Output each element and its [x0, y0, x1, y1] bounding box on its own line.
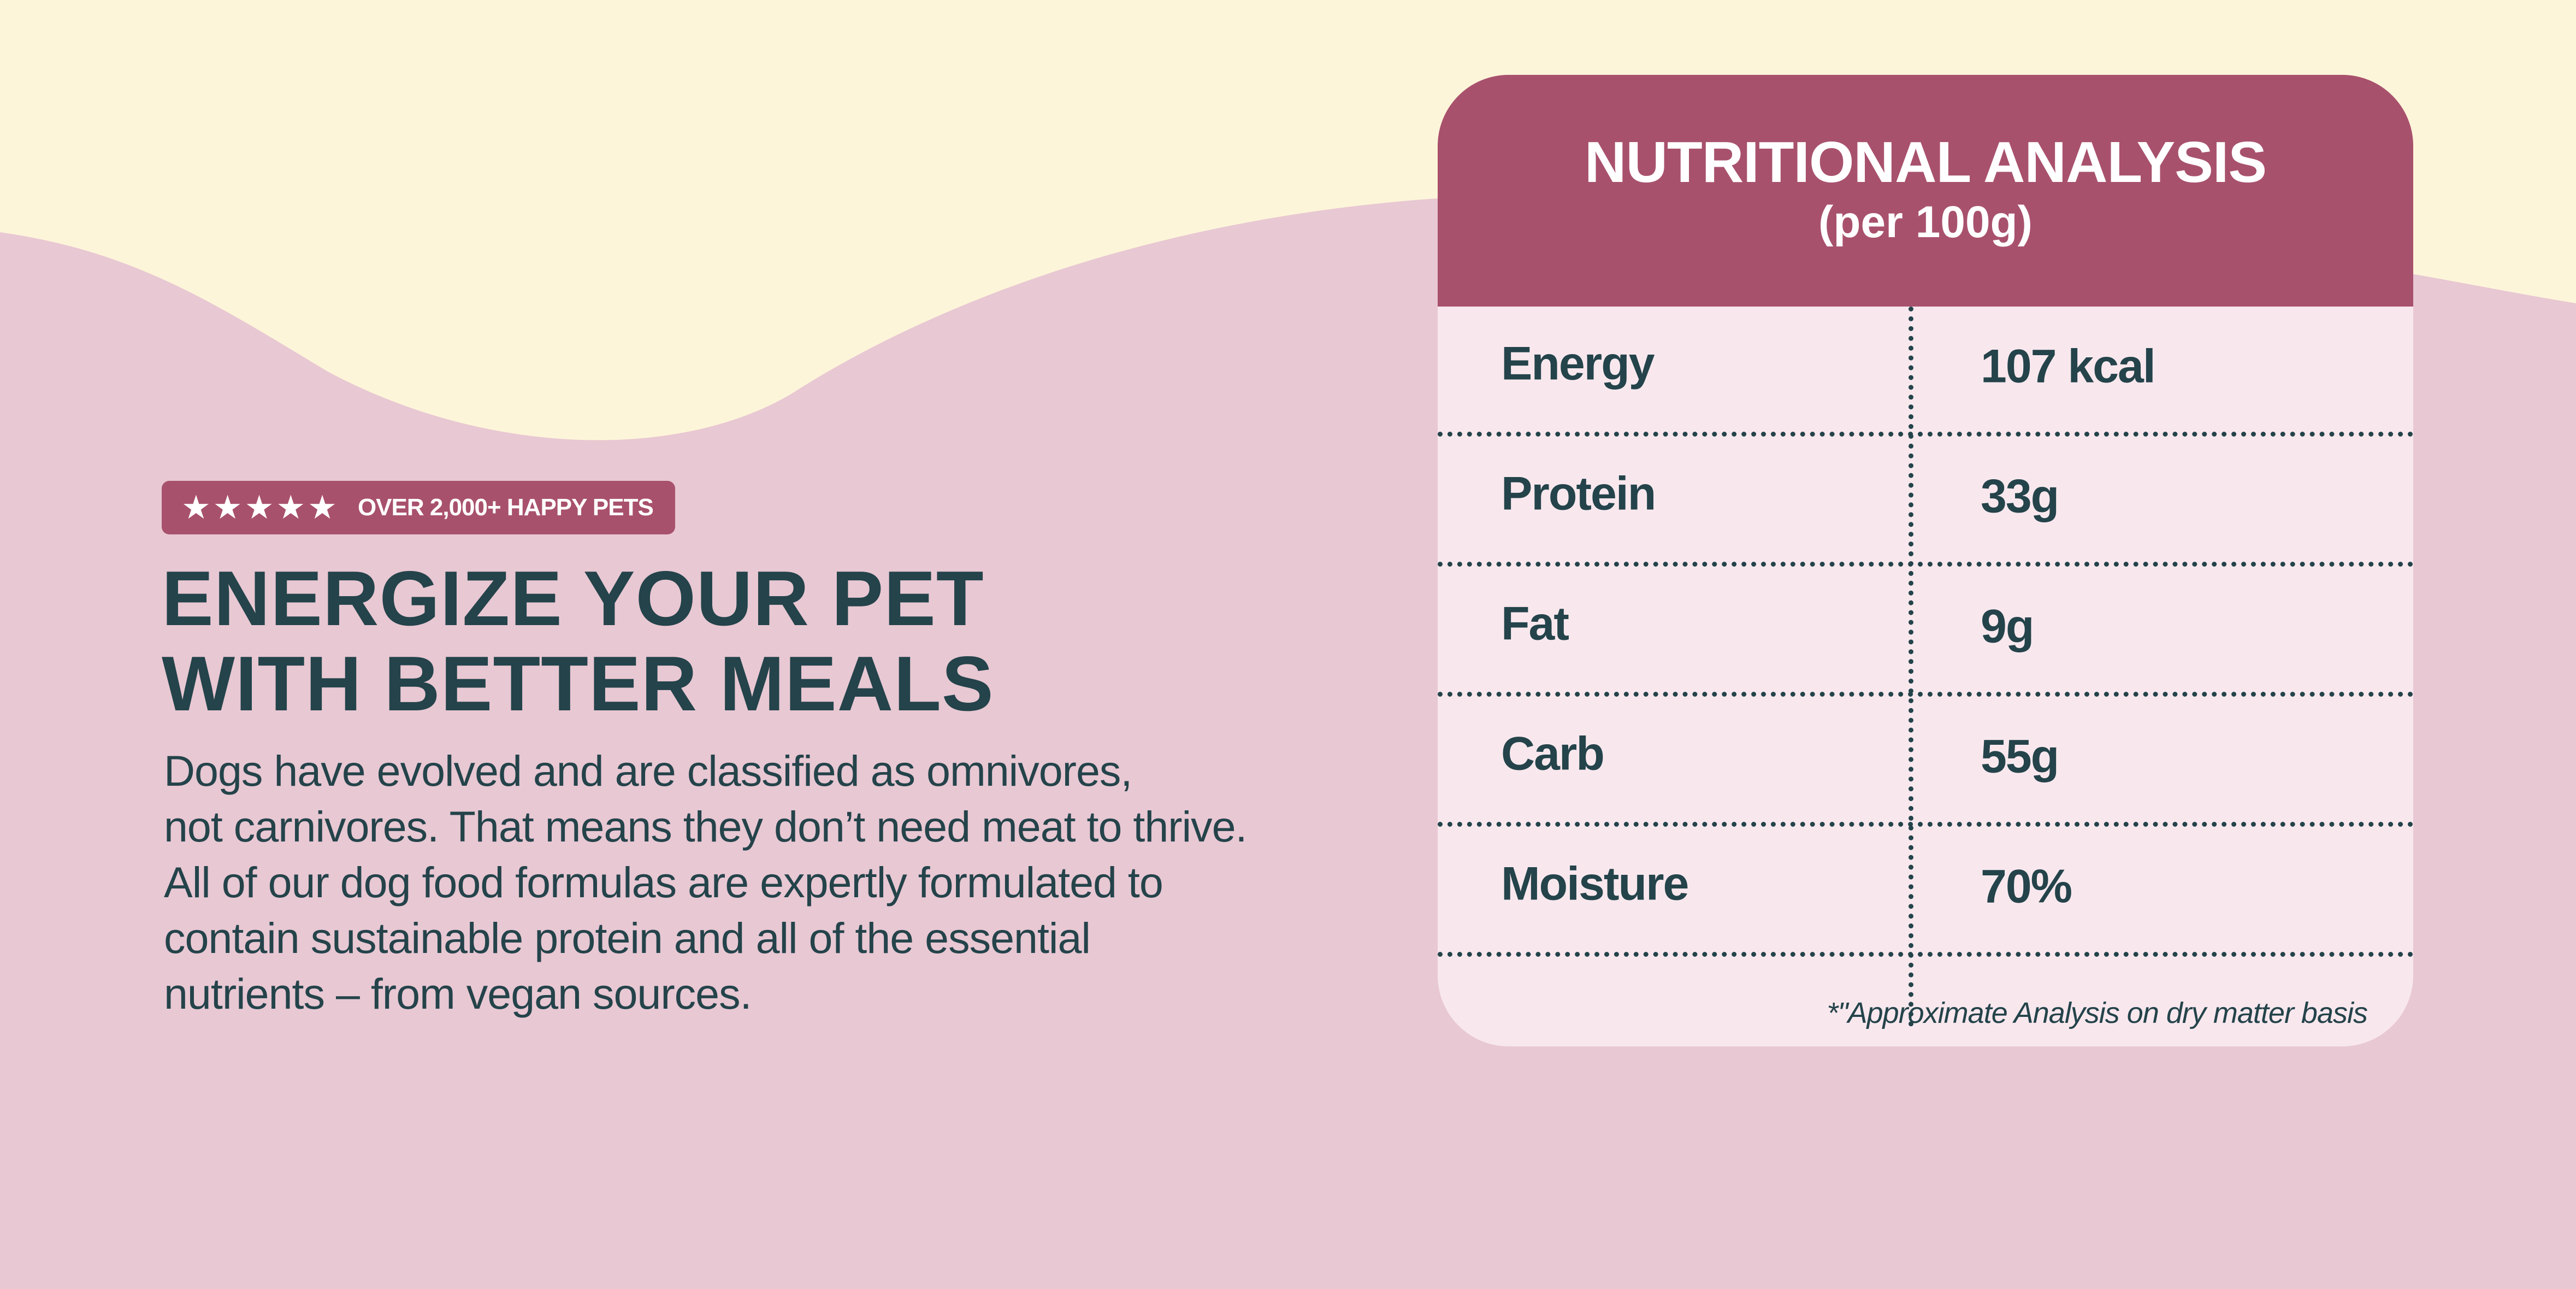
description: Dogs have evolved and are classified as … [164, 743, 1418, 1022]
nutrition-label: Protein [1501, 467, 1656, 520]
happy-pets-badge: ★★★★★ OVER 2,000+ HAPPY PETS [162, 481, 675, 534]
nutrition-row-energy: Energy 107 kcal [1438, 307, 2413, 437]
nutrition-value: 107 kcal [1981, 340, 2156, 393]
nutrition-row-fat: Fat 9g [1438, 567, 2413, 697]
headline-line-1: ENERGIZE YOUR PET [162, 555, 984, 642]
nutrition-row-protein: Protein 33g [1438, 437, 2413, 567]
column-divider [1909, 307, 1913, 1027]
rating-stars-icon: ★★★★★ [181, 489, 339, 526]
description-line-3: All of our dog food formulas are expertl… [164, 858, 1163, 907]
description-line-2: not carnivores. That means they don’t ne… [164, 802, 1248, 851]
description-line-1: Dogs have evolved and are classified as … [164, 746, 1132, 795]
description-line-4: contain sustainable protein and all of t… [164, 914, 1091, 962]
nutrition-footnote: *"Approximate Analysis on dry matter bas… [1827, 997, 2368, 1029]
nutrition-row-carb: Carb 55g [1438, 697, 2413, 827]
nutrition-title: NUTRITIONAL ANALYSIS [1584, 130, 2267, 195]
nutrition-value: 55g [1981, 730, 2059, 783]
headline: ENERGIZE YOUR PET WITH BETTER MEALS [162, 556, 1418, 727]
nutrition-value: 9g [1981, 600, 2034, 653]
headline-line-2: WITH BETTER MEALS [162, 640, 994, 727]
description-line-5: nutrients – from vegan sources. [164, 969, 752, 1018]
nutrition-value: 70% [1981, 860, 2072, 913]
badge-text: OVER 2,000+ HAPPY PETS [357, 494, 654, 521]
nutrition-label: Moisture [1501, 857, 1689, 910]
nutrition-label: Carb [1501, 727, 1605, 780]
nutrition-card: NUTRITIONAL ANALYSIS (per 100g) Energy 1… [1438, 75, 2413, 1046]
nutrition-label: Energy [1501, 337, 1655, 390]
nutrition-subtitle: (per 100g) [1818, 197, 2033, 247]
nutrition-label: Fat [1501, 597, 1569, 650]
nutrition-card-header: NUTRITIONAL ANALYSIS (per 100g) [1438, 75, 2413, 307]
nutrition-row-moisture: Moisture 70% [1438, 827, 2413, 957]
nutrition-value: 33g [1981, 470, 2059, 523]
promo-section: ★★★★★ OVER 2,000+ HAPPY PETS ENERGIZE YO… [162, 481, 1418, 1022]
